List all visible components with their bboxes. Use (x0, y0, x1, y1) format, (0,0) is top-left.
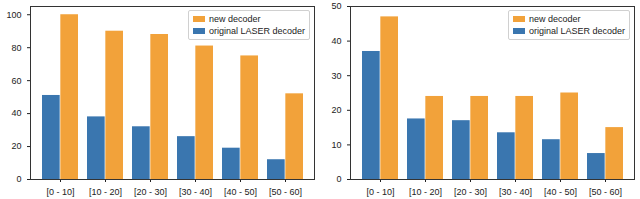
svg-text:20: 20 (331, 105, 341, 115)
svg-text:[0 - 10]: [0 - 10] (366, 187, 394, 197)
svg-text:100: 100 (6, 10, 21, 20)
html-text:original LASER decoder: original LASER decoder (528, 26, 625, 36)
svg-text:0: 0 (16, 174, 21, 184)
svg-text:30: 30 (331, 71, 341, 81)
svg-text:40: 40 (331, 36, 341, 46)
html-text:original LASER decoder: original LASER decoder (208, 26, 305, 36)
svg-text:0: 0 (336, 174, 341, 184)
svg-text:[40 - 50]: [40 - 50] (544, 187, 577, 197)
svg-text:80: 80 (11, 43, 21, 53)
svg-text:[50 - 60]: [50 - 60] (589, 187, 622, 197)
svg-text:40: 40 (11, 108, 21, 118)
svg-text:20: 20 (11, 141, 21, 151)
svg-text:[10 - 20]: [10 - 20] (89, 187, 122, 197)
svg-text:[40 - 50]: [40 - 50] (224, 187, 257, 197)
html-text:new decoder: new decoder (208, 14, 261, 24)
svg-text:[30 - 40]: [30 - 40] (179, 187, 212, 197)
svg-text:50: 50 (331, 1, 341, 11)
svg-text:[10 - 20]: [10 - 20] (409, 187, 442, 197)
svg-text:[0 - 10]: [0 - 10] (46, 187, 74, 197)
svg-text:[20 - 30]: [20 - 30] (134, 187, 167, 197)
svg-text:10: 10 (331, 140, 341, 150)
svg-text:[50 - 60]: [50 - 60] (269, 187, 302, 197)
svg-text:60: 60 (11, 76, 21, 86)
svg-text:[20 - 30]: [20 - 30] (454, 187, 487, 197)
html-text:new decoder: new decoder (528, 14, 581, 24)
svg-text:[30 - 40]: [30 - 40] (499, 187, 532, 197)
